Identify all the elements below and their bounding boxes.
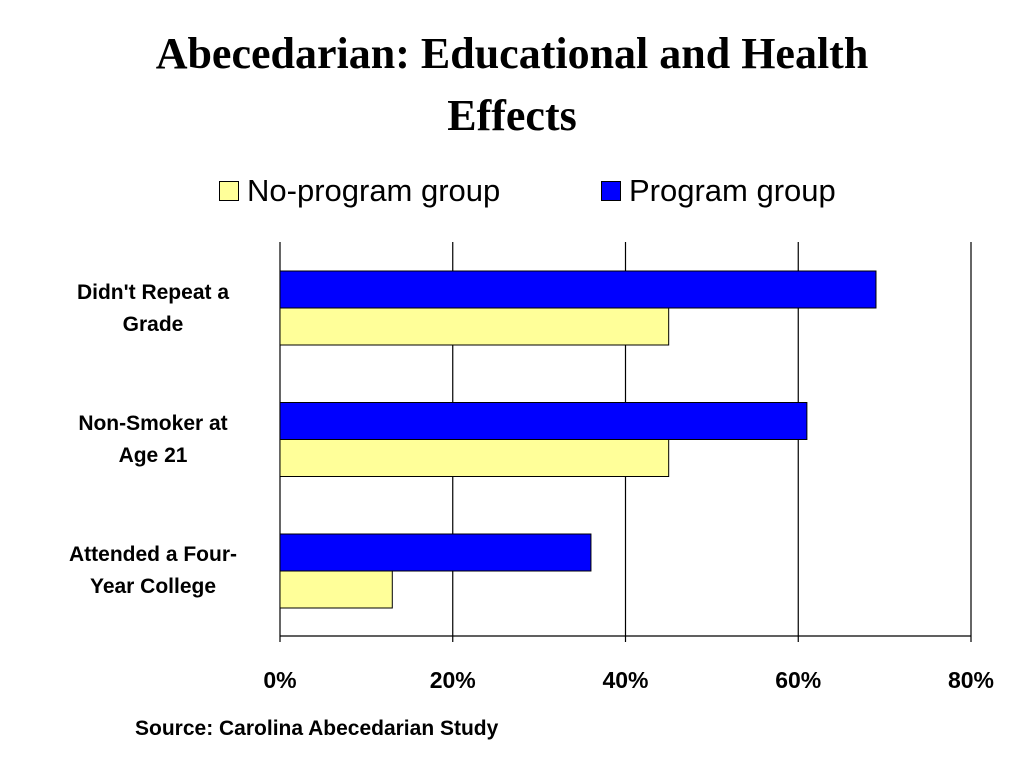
x-tick-label-0: 0% bbox=[263, 667, 296, 693]
x-tick-label-4: 80% bbox=[948, 667, 994, 693]
category-label-2: Attended a Four- Year College bbox=[40, 539, 266, 603]
bar-no-program-0 bbox=[279, 307, 670, 346]
source-note: Source: Carolina Abecedarian Study bbox=[135, 717, 499, 740]
legend-label-program: Program group bbox=[629, 173, 836, 208]
x-tick-label-1: 20% bbox=[430, 667, 476, 693]
category-label-2-line1: Attended a Four- bbox=[69, 543, 237, 566]
legend-swatch-program bbox=[601, 181, 621, 201]
chart-title-line1: Abecedarian: Educational and Health bbox=[155, 29, 869, 78]
legend-label-no-program: No-program group bbox=[247, 173, 501, 208]
legend-item-no-program: No-program group bbox=[219, 172, 500, 210]
bar-program-2 bbox=[279, 533, 592, 572]
category-label-0-line1: Didn't Repeat a bbox=[76, 281, 229, 304]
bar-program-1 bbox=[279, 402, 808, 440]
bar-no-program-1 bbox=[279, 439, 670, 477]
category-label-0: Didn't Repeat a Grade bbox=[40, 277, 266, 341]
category-label-1: Non-Smoker at Age 21 bbox=[40, 408, 266, 472]
bar-no-program-2 bbox=[279, 570, 393, 609]
category-label-0-line2: Grade bbox=[122, 313, 184, 336]
category-label-2-line2: Year College bbox=[89, 575, 217, 598]
category-label-1-line2: Age 21 bbox=[118, 444, 188, 467]
x-tick-label-3: 60% bbox=[775, 667, 821, 693]
bar-program-0 bbox=[279, 270, 877, 309]
x-tick-label-2: 40% bbox=[602, 667, 648, 693]
category-label-1-line1: Non-Smoker at bbox=[78, 412, 228, 435]
legend-item-program: Program group bbox=[601, 172, 836, 210]
chart-title-line2: Effects bbox=[447, 91, 577, 140]
legend-swatch-no-program bbox=[219, 181, 239, 201]
